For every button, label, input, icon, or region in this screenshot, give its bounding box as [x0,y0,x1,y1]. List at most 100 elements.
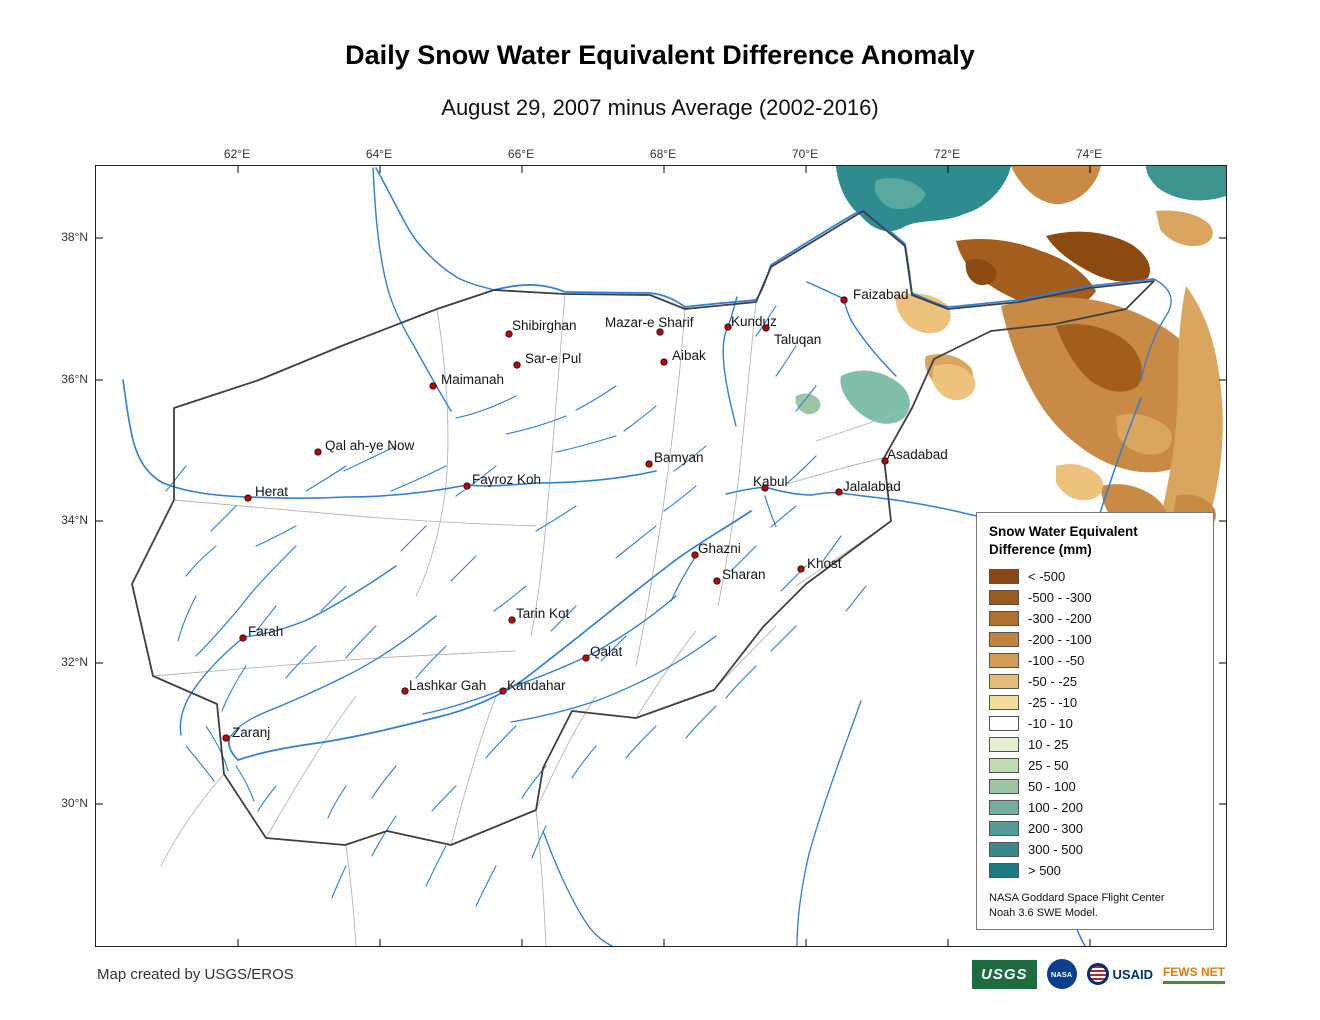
city-label: Asadabad [887,447,948,462]
map-credit: Map created by USGS/EROS [97,966,294,983]
legend-label: -500 - -300 [1028,590,1092,606]
city-layer: Faizabad Kunduz Taluqan Mazar-e Sharif Shibi… [222,287,948,742]
city-label: Faizabad [853,287,909,302]
river-network [122,167,1172,946]
city-label: Lashkar Gah [409,678,486,693]
legend-label: -100 - -50 [1028,653,1085,669]
latitude-label: 38°N [61,230,88,244]
legend-swatch [989,821,1019,837]
legend-swatch [989,737,1019,753]
nasa-logo: NASA [1046,959,1077,989]
city-marker [513,361,521,369]
legend-label: -300 - -200 [1028,611,1092,627]
city-marker [463,482,471,490]
legend-row: < -500 [989,566,1201,587]
legend-row: 200 - 300 [989,818,1201,839]
legend-swatch [989,653,1019,669]
city-label: Farah [248,624,283,639]
city-label: Mazar-e Sharif [605,315,694,330]
city-marker [881,457,889,465]
city-marker [762,324,770,332]
latitude-label: 34°N [61,513,88,527]
legend-label: 25 - 50 [1028,758,1069,774]
legend-label: -10 - 10 [1028,716,1073,732]
usaid-logo-label: USAID [1112,966,1153,982]
logo-strip: USGS NASA USAID FEWS NET [972,954,1228,994]
fews-net-logo: FEWS NET [1162,964,1225,984]
legend-row: 10 - 25 [989,734,1201,755]
usgs-logo: USGS [972,959,1037,989]
longitude-label: 64°E [365,147,393,161]
page-subtitle: August 29, 2007 minus Average (2002-2016… [441,95,879,120]
city-marker [314,448,322,456]
legend-swatch [989,716,1019,732]
map-canvas: Faizabad Kunduz Taluqan Mazar-e Sharif Shibi… [96,166,1226,946]
legend-row: -10 - 10 [989,713,1201,734]
longitude-label: 72°E [933,147,961,161]
legend: Snow Water Equivalent Difference (mm) < … [976,512,1214,930]
country-border [131,210,1155,846]
legend-swatch [989,779,1019,795]
longitude-label: 62°E [223,147,251,161]
city-label: Sar-e Pul [525,351,581,366]
city-marker [505,330,513,338]
legend-label: -25 - -10 [1028,695,1078,711]
legend-swatch [989,569,1019,585]
legend-swatch [989,632,1019,648]
legend-title: Snow Water Equivalent Difference (mm) [989,524,1138,557]
latitude-label: 30°N [61,796,88,810]
city-label: Zaranj [232,725,270,740]
legend-row: 25 - 50 [989,755,1201,776]
city-marker [429,382,437,390]
legend-row: -100 - -50 [989,650,1201,671]
usgs-logo-label: USGS [981,965,1028,983]
longitude-label: 68°E [649,147,677,161]
city-label: Kandahar [507,678,566,693]
city-label: Ghazni [698,541,741,556]
legend-swatch [989,611,1019,627]
city-marker [691,551,699,559]
city-label: Fayroz Koh [472,472,541,487]
fews-net-logo-label: FEWS NET [1162,964,1225,979]
city-marker [840,296,848,304]
legend-row: -25 - -10 [989,692,1201,713]
page-title: Daily Snow Water Equivalent Difference A… [345,40,975,70]
legend-row: -300 - -200 [989,608,1201,629]
longitude-label: 70°E [791,147,819,161]
city-label: Herat [255,484,288,499]
city-marker [582,654,590,662]
terrain-anomaly-layer [795,166,1226,655]
city-marker [645,460,653,468]
legend-row: -50 - -25 [989,671,1201,692]
city-label: Bamyan [654,450,704,465]
nasa-logo-label: NASA [1050,969,1073,979]
legend-label: 50 - 100 [1028,779,1076,795]
legend-label: > 500 [1028,863,1061,879]
legend-note: NASA Goddard Space Flight Center Noah 3.… [989,892,1165,919]
city-label: Sharan [722,567,766,582]
city-marker [724,323,732,331]
city-marker [244,494,252,502]
legend-row: -500 - -300 [989,587,1201,608]
city-label: Tarin Kot [516,606,570,621]
legend-row: 300 - 500 [989,839,1201,860]
legend-swatch [989,758,1019,774]
city-label: Kunduz [731,314,777,329]
city-label: Shibirghan [512,318,577,333]
city-label: Qalat [590,644,623,659]
city-marker [761,484,769,492]
latitude-label: 36°N [61,372,88,386]
legend-label: 200 - 300 [1028,821,1083,837]
usaid-seal-icon [1086,963,1109,985]
city-marker [508,616,516,624]
city-label: Maimanah [441,372,504,387]
legend-label: -50 - -25 [1028,674,1078,690]
legend-label: < -500 [1028,569,1066,585]
city-label: Kabul [753,474,788,489]
city-marker [656,328,664,336]
longitude-label: 74°E [1075,147,1103,161]
city-marker [660,358,668,366]
legend-swatch [989,695,1019,711]
legend-swatch [989,863,1019,879]
